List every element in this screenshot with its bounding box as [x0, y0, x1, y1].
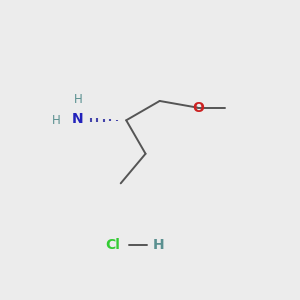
Text: H: H — [52, 114, 61, 127]
Text: N: N — [71, 112, 83, 126]
Text: O: O — [192, 101, 204, 115]
Text: H: H — [74, 93, 83, 106]
Text: Cl: Cl — [105, 238, 120, 252]
Text: H: H — [153, 238, 165, 252]
